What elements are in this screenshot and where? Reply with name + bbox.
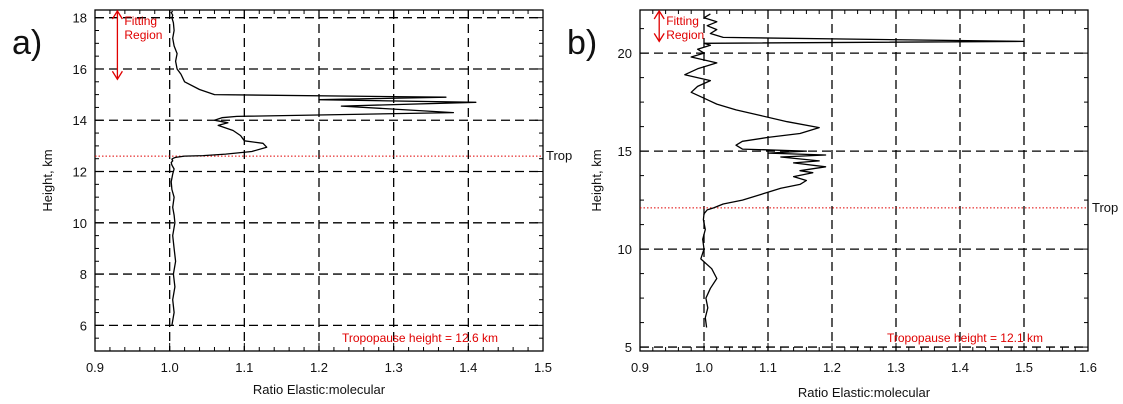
x-tick-label: 1.5 (1015, 360, 1033, 375)
tropopause-annotation: Tropopause height = 12.1 km (887, 331, 1043, 345)
y-tick-label: 16 (73, 62, 87, 77)
y-tick-label: 12 (73, 165, 87, 180)
x-axis-label: Ratio Elastic:molecular (253, 382, 386, 397)
arrow-head-bottom (653, 33, 665, 43)
x-tick-label: 0.9 (86, 360, 104, 375)
arrow-head-bottom (111, 70, 123, 81)
y-tick-label: 20 (618, 46, 632, 61)
tropopause-label: Trop (546, 148, 572, 163)
x-tick-label: 0.9 (631, 360, 649, 375)
panel-label: b) (567, 24, 597, 62)
x-tick-label: 1.1 (235, 360, 253, 375)
fitting-region-label: Fitting (124, 14, 157, 28)
fitting-region-label: Region (124, 28, 162, 42)
tropopause-annotation: Tropopause height = 12.6 km (342, 331, 498, 345)
x-tick-label: 1.2 (310, 360, 328, 375)
panel-b: 0.9 1.0 1.1 1.2 1.3 1.4 1.5 1.6 5 10 15 20 Ratio Ela… (567, 9, 1118, 400)
panel-label: a) (12, 24, 42, 62)
plot-frame (639, 9, 1089, 352)
x-tick-label: 1.6 (1079, 360, 1097, 375)
y-axis-label: Height, km (40, 149, 55, 211)
fitting-region-label: Region (666, 28, 704, 42)
profile-line (684, 13, 1025, 328)
fitting-region-label: Fitting (666, 14, 699, 28)
x-tick-label: 1.3 (887, 360, 905, 375)
x-axis-label: Ratio Elastic:molecular (798, 385, 931, 400)
tropopause-label: Trop (1092, 200, 1118, 215)
x-tick-label: 1.0 (161, 360, 179, 375)
y-tick-label: 6 (80, 318, 87, 333)
x-tick-label: 1.4 (951, 360, 969, 375)
x-tick-label: 1.3 (385, 360, 403, 375)
y-tick-label: 10 (73, 216, 87, 231)
panel-a: 0.9 1.0 1.1 1.2 1.3 1.4 1.5 6 8 10 12 14 16 18 Ratio E… (12, 9, 572, 397)
y-tick-label: 10 (618, 242, 632, 257)
y-axis-label: Height, km (589, 149, 604, 211)
x-tick-label: 1.4 (459, 360, 477, 375)
y-tick-label: 5 (625, 340, 632, 355)
profile-line (170, 10, 477, 326)
y-tick-label: 14 (73, 113, 87, 128)
y-tick-label: 15 (618, 144, 632, 159)
arrow-head-top (111, 9, 123, 20)
y-tick-label: 8 (80, 267, 87, 282)
y-tick-label: 18 (73, 11, 87, 26)
arrow-head-top (653, 9, 665, 20)
x-tick-label: 1.0 (695, 360, 713, 375)
x-tick-label: 1.5 (534, 360, 552, 375)
x-tick-label: 1.2 (823, 360, 841, 375)
x-tick-label: 1.1 (759, 360, 777, 375)
